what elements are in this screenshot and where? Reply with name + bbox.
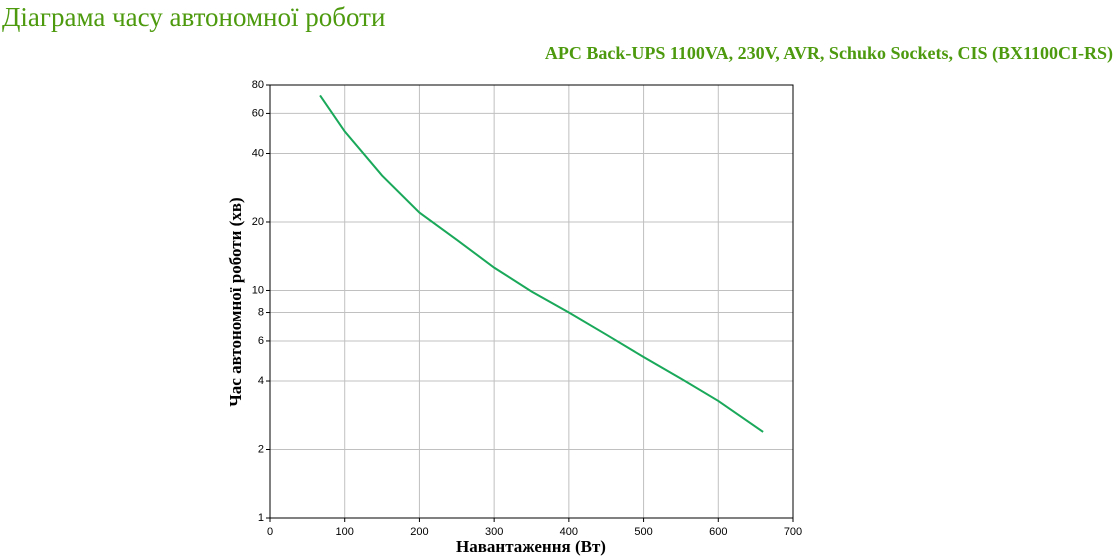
plot-border xyxy=(269,84,794,519)
x-tick-label: 300 xyxy=(485,526,503,538)
y-tick-label: 40 xyxy=(252,147,264,159)
y-tick-label: 8 xyxy=(258,306,264,318)
chart-subtitle: APC Back-UPS 1100VA, 230V, AVR, Schuko S… xyxy=(545,43,1113,64)
y-tick-label: 2 xyxy=(258,443,264,455)
y-axis-label: Час автономної роботи (хв) xyxy=(226,197,245,406)
y-tick-label: 60 xyxy=(252,107,264,119)
x-tick-label: 100 xyxy=(336,526,354,538)
y-tick-label: 80 xyxy=(252,79,264,91)
plot-area xyxy=(269,84,794,519)
chart-title: Діаграма часу автономної роботи xyxy=(2,2,385,32)
x-axis-label: Навантаження (Вт) xyxy=(456,537,606,556)
y-tick-label: 6 xyxy=(258,335,264,347)
y-tick-label: 1 xyxy=(258,512,264,524)
x-tick-label: 400 xyxy=(560,526,578,538)
y-tick-label: 20 xyxy=(252,216,264,228)
y-tick-label: 10 xyxy=(252,284,264,296)
x-tick-label: 0 xyxy=(267,526,273,538)
y-tick-label: 4 xyxy=(258,375,264,387)
x-tick-label: 600 xyxy=(709,526,727,538)
x-tick-label: 500 xyxy=(634,526,652,538)
data-line xyxy=(319,94,764,433)
x-tick-label: 700 xyxy=(784,526,802,538)
x-tick-label: 200 xyxy=(410,526,428,538)
